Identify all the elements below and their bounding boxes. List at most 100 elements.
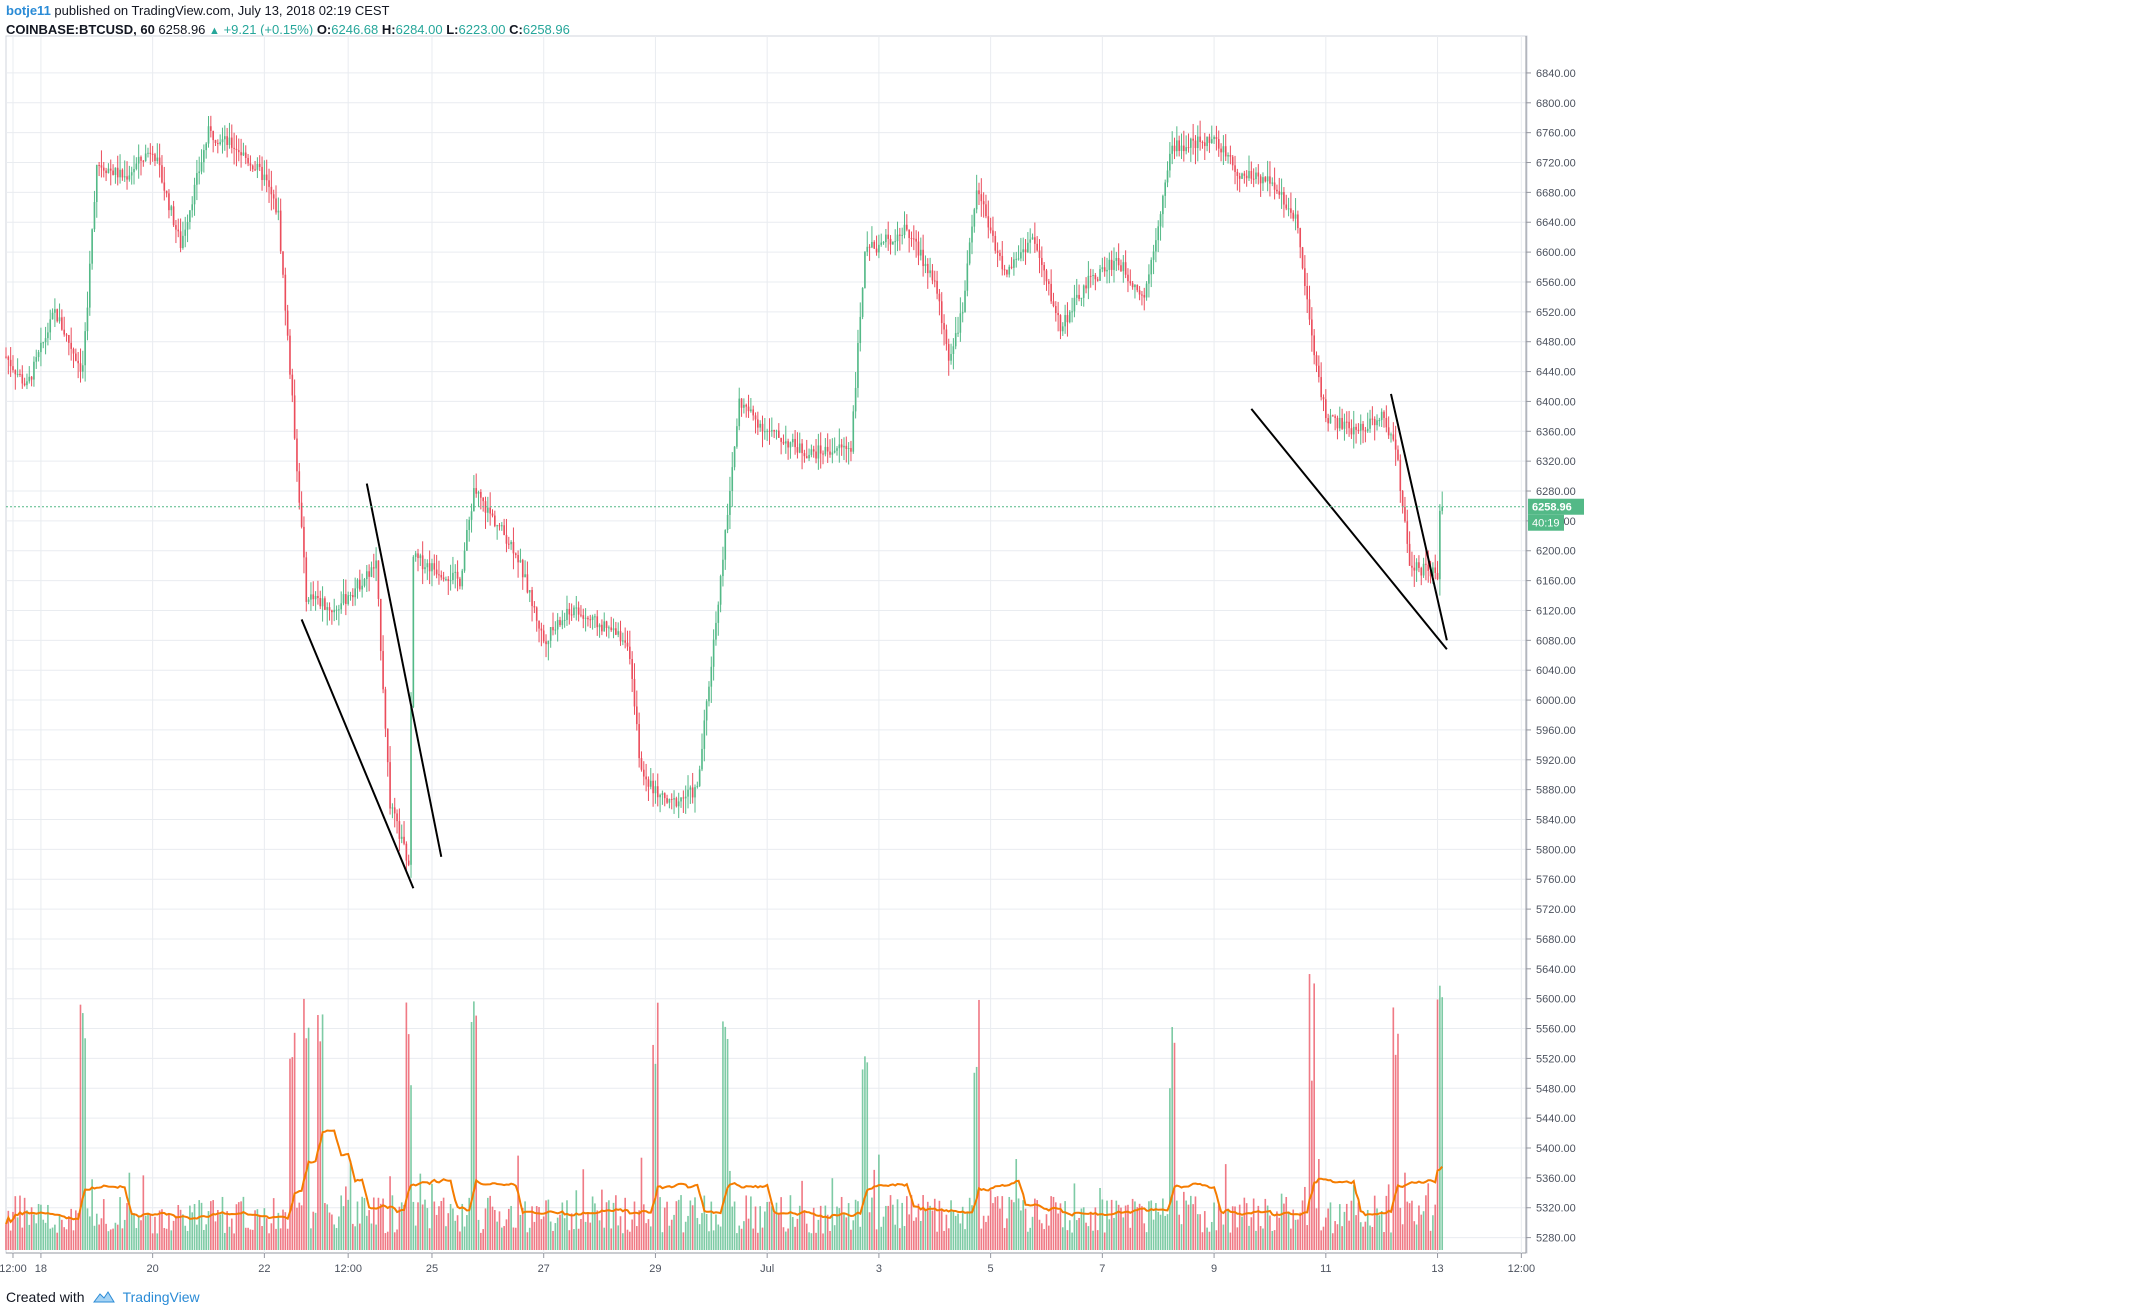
candle-body [154,154,156,162]
candle-body [466,530,468,551]
volume-bar [899,1228,901,1250]
volume-bar [1027,1231,1029,1250]
y-tick-label: 5560.00 [1536,1024,1576,1036]
candle-body [75,353,77,361]
volume-bar [1234,1206,1236,1250]
candle-body [1299,228,1302,248]
volume-bar [56,1232,59,1250]
y-tick-label: 6800.00 [1536,98,1576,110]
candle-body [468,519,471,531]
volume-bar [473,1001,475,1250]
candle-body [182,235,184,248]
candle-body [652,780,654,794]
candle-body [1336,417,1339,429]
candle-body [496,525,498,527]
volume-bar [1292,1209,1295,1250]
candle-body [1297,214,1299,229]
volume-bar [1285,1197,1288,1250]
volume-bar [1380,1210,1383,1250]
volume-bar [1064,1201,1066,1250]
volume-bar [275,1228,277,1250]
candle-body [549,627,552,641]
volume-bar [305,1038,308,1250]
volume-bar [193,1204,196,1250]
volume-bar [624,1197,626,1250]
candle-body [698,769,701,786]
volume-bar [1334,1221,1336,1250]
candle-body [940,301,943,324]
volume-bar [63,1227,66,1250]
volume-bar [852,1220,855,1250]
volume-bar [617,1225,620,1250]
volume-bar [903,1226,906,1250]
volume-bar [761,1227,764,1250]
candle-body [130,172,133,176]
volume-bar [524,1201,526,1250]
y-tick-label: 6320.00 [1536,456,1576,468]
y-tick-label: 5400.00 [1536,1143,1576,1155]
volume-bar [284,1212,287,1250]
volume-bar [400,1202,403,1250]
volume-bar [740,1228,743,1250]
volume-bar [726,1038,729,1250]
candle-body [773,430,775,432]
candle-body [666,798,668,803]
volume-bar [240,1201,242,1250]
volume-bar [1010,1199,1013,1250]
volume-bar [1101,1199,1104,1250]
candle-body [514,553,517,555]
candle-body [1264,177,1267,182]
volume-bar [729,1170,731,1250]
candle-body [1224,146,1227,157]
volume-bar [1257,1205,1260,1250]
tradingview-logo-icon[interactable] [92,1291,115,1303]
candle-body [1304,268,1306,286]
volume-bar [966,1211,969,1250]
x-tick-label: 12:00 [1508,1263,1536,1275]
volume-bar [973,1072,976,1250]
candle-body [1183,145,1185,152]
volume-bar [1311,1080,1313,1250]
volume-bar [1073,1183,1076,1250]
candle-body [1176,140,1178,152]
candle-body [980,194,983,202]
volume-bar [289,1058,291,1250]
candle-body [1318,365,1320,378]
volume-bar [528,1227,531,1250]
volume-bar [1052,1196,1055,1250]
publisher-user[interactable]: botje11 [6,3,51,18]
volume-bar [1206,1227,1208,1250]
tradingview-brand[interactable]: TradingView [122,1289,200,1305]
candle-body [1287,208,1290,210]
x-tick-label: Jul [760,1263,774,1275]
candle-body [1434,567,1437,573]
volume-bar [1273,1230,1276,1250]
volume-bar [1436,999,1439,1250]
volume-bar [985,1221,987,1250]
volume-bar [293,1032,296,1250]
candle-body [524,574,526,578]
candle-body [419,555,422,559]
volume-bar [1229,1232,1232,1250]
candle-body [894,241,897,243]
candle-body [161,165,163,183]
volume-bar [999,1208,1001,1250]
volume-bar [7,1210,10,1250]
volume-bar [177,1205,180,1250]
volume-bar [1401,1224,1404,1250]
candle-body [954,333,957,347]
candle-body [1425,563,1427,565]
candle-body [26,381,28,386]
volume-bar [1269,1215,1271,1250]
volume-bar [1299,1212,1302,1250]
volume-bar [475,1015,478,1250]
candle-body [610,627,613,631]
volume-bar [487,1197,489,1250]
candle-body [391,807,394,809]
candle-body [971,226,973,243]
candle-body [251,165,254,170]
volume-bar [642,1204,645,1250]
candle-body [217,143,219,145]
volume-bar [382,1198,384,1250]
